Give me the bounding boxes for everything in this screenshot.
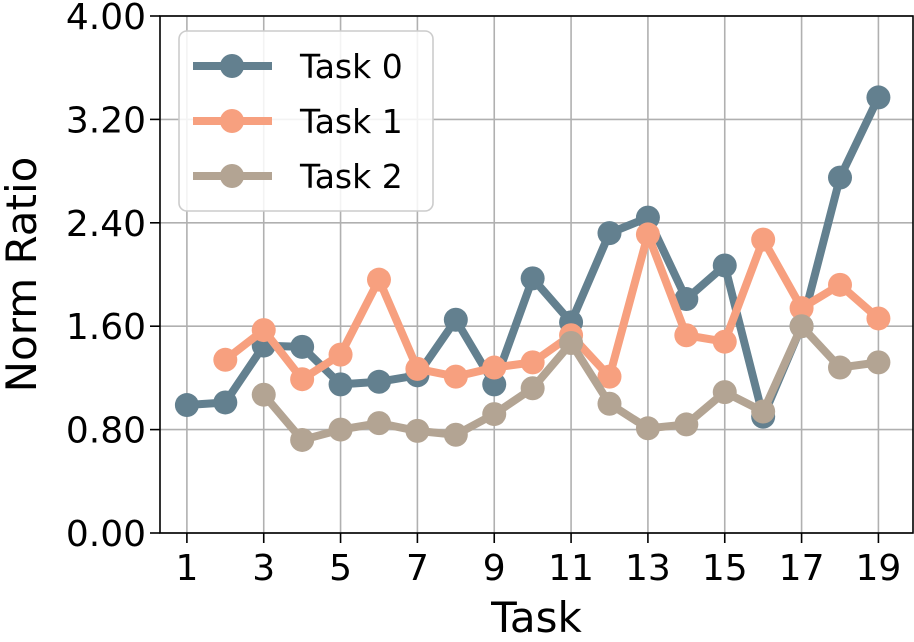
data-point xyxy=(828,165,853,190)
data-point xyxy=(520,350,545,375)
y-tick-label: 0.00 xyxy=(66,514,146,555)
data-point xyxy=(597,364,622,389)
series-line xyxy=(221,230,883,384)
y-tick-label: 1.60 xyxy=(66,307,146,348)
data-point xyxy=(290,334,315,359)
data-point xyxy=(366,369,391,394)
legend-entry: Task 2 xyxy=(193,157,403,196)
data-point xyxy=(712,253,737,278)
data-point xyxy=(482,402,507,427)
data-point xyxy=(674,412,699,437)
data-point xyxy=(828,272,853,297)
legend-swatch-marker xyxy=(220,54,244,78)
y-tick-label: 3.20 xyxy=(66,100,146,141)
data-point xyxy=(597,221,622,246)
data-point xyxy=(328,372,353,397)
plot-frame xyxy=(159,15,914,534)
legend-entry: Task 0 xyxy=(193,47,403,86)
y-axis-title: Norm Ratio xyxy=(0,157,46,393)
y-tick-label: 2.40 xyxy=(66,204,146,245)
data-point xyxy=(520,266,545,291)
data-point xyxy=(251,382,276,407)
x-tick-label: 7 xyxy=(406,548,429,589)
data-point xyxy=(405,356,430,381)
legend-swatch-marker xyxy=(220,109,244,133)
x-tick-label: 17 xyxy=(779,548,825,589)
x-tick-label: 13 xyxy=(625,548,671,589)
legend: Task 0 Task 1 Task 2 xyxy=(178,30,434,212)
data-point xyxy=(405,418,430,443)
x-tick-label: 3 xyxy=(252,548,275,589)
x-tick-label: 15 xyxy=(702,548,748,589)
data-point xyxy=(328,417,353,442)
data-point xyxy=(866,306,891,331)
data-point xyxy=(751,399,776,424)
y-tick-label: 4.00 xyxy=(66,0,146,38)
data-point xyxy=(635,222,660,247)
data-point xyxy=(443,364,468,389)
data-point xyxy=(866,85,891,110)
legend-label: Task 0 xyxy=(299,47,403,86)
data-point xyxy=(251,318,276,343)
x-axis-title: Task xyxy=(490,593,582,642)
data-point xyxy=(443,422,468,447)
data-point xyxy=(712,329,737,354)
legend-swatch-marker xyxy=(220,164,244,188)
x-tick-label: 1 xyxy=(175,548,198,589)
data-point xyxy=(635,205,660,230)
data-point xyxy=(366,411,391,436)
x-tick-label: 9 xyxy=(483,548,506,589)
data-point xyxy=(751,227,776,252)
data-point xyxy=(559,331,584,356)
data-point xyxy=(712,380,737,405)
x-tick-label: 11 xyxy=(548,548,594,589)
series-layer xyxy=(174,85,891,452)
series-2 xyxy=(251,314,891,452)
legend-label: Task 2 xyxy=(299,157,403,196)
data-point xyxy=(597,391,622,416)
data-point xyxy=(366,267,391,292)
tick-layer: 0.000.801.602.403.204.001 3 5 7 9 11 13 15 17 19 xyxy=(66,0,901,589)
data-point xyxy=(789,296,814,321)
data-point xyxy=(328,342,353,367)
data-point xyxy=(290,427,315,452)
series-1 xyxy=(213,222,891,392)
y-tick-label: 0.80 xyxy=(66,411,146,452)
x-tick-label: 5 xyxy=(329,548,352,589)
data-point xyxy=(213,390,238,415)
data-point xyxy=(482,355,507,380)
data-point xyxy=(290,367,315,392)
data-point xyxy=(674,287,699,312)
legend-label: Task 1 xyxy=(299,102,403,141)
data-point xyxy=(828,355,853,380)
x-tick-label: 19 xyxy=(856,548,902,589)
data-point xyxy=(789,314,814,339)
data-point xyxy=(520,376,545,401)
data-point xyxy=(443,307,468,332)
legend-box xyxy=(178,30,434,212)
data-point xyxy=(866,350,891,375)
legend-entry: Task 1 xyxy=(193,102,403,141)
data-point xyxy=(635,416,660,441)
data-point xyxy=(482,372,507,397)
data-point xyxy=(213,347,238,372)
data-point xyxy=(174,393,199,418)
data-point xyxy=(674,323,699,348)
